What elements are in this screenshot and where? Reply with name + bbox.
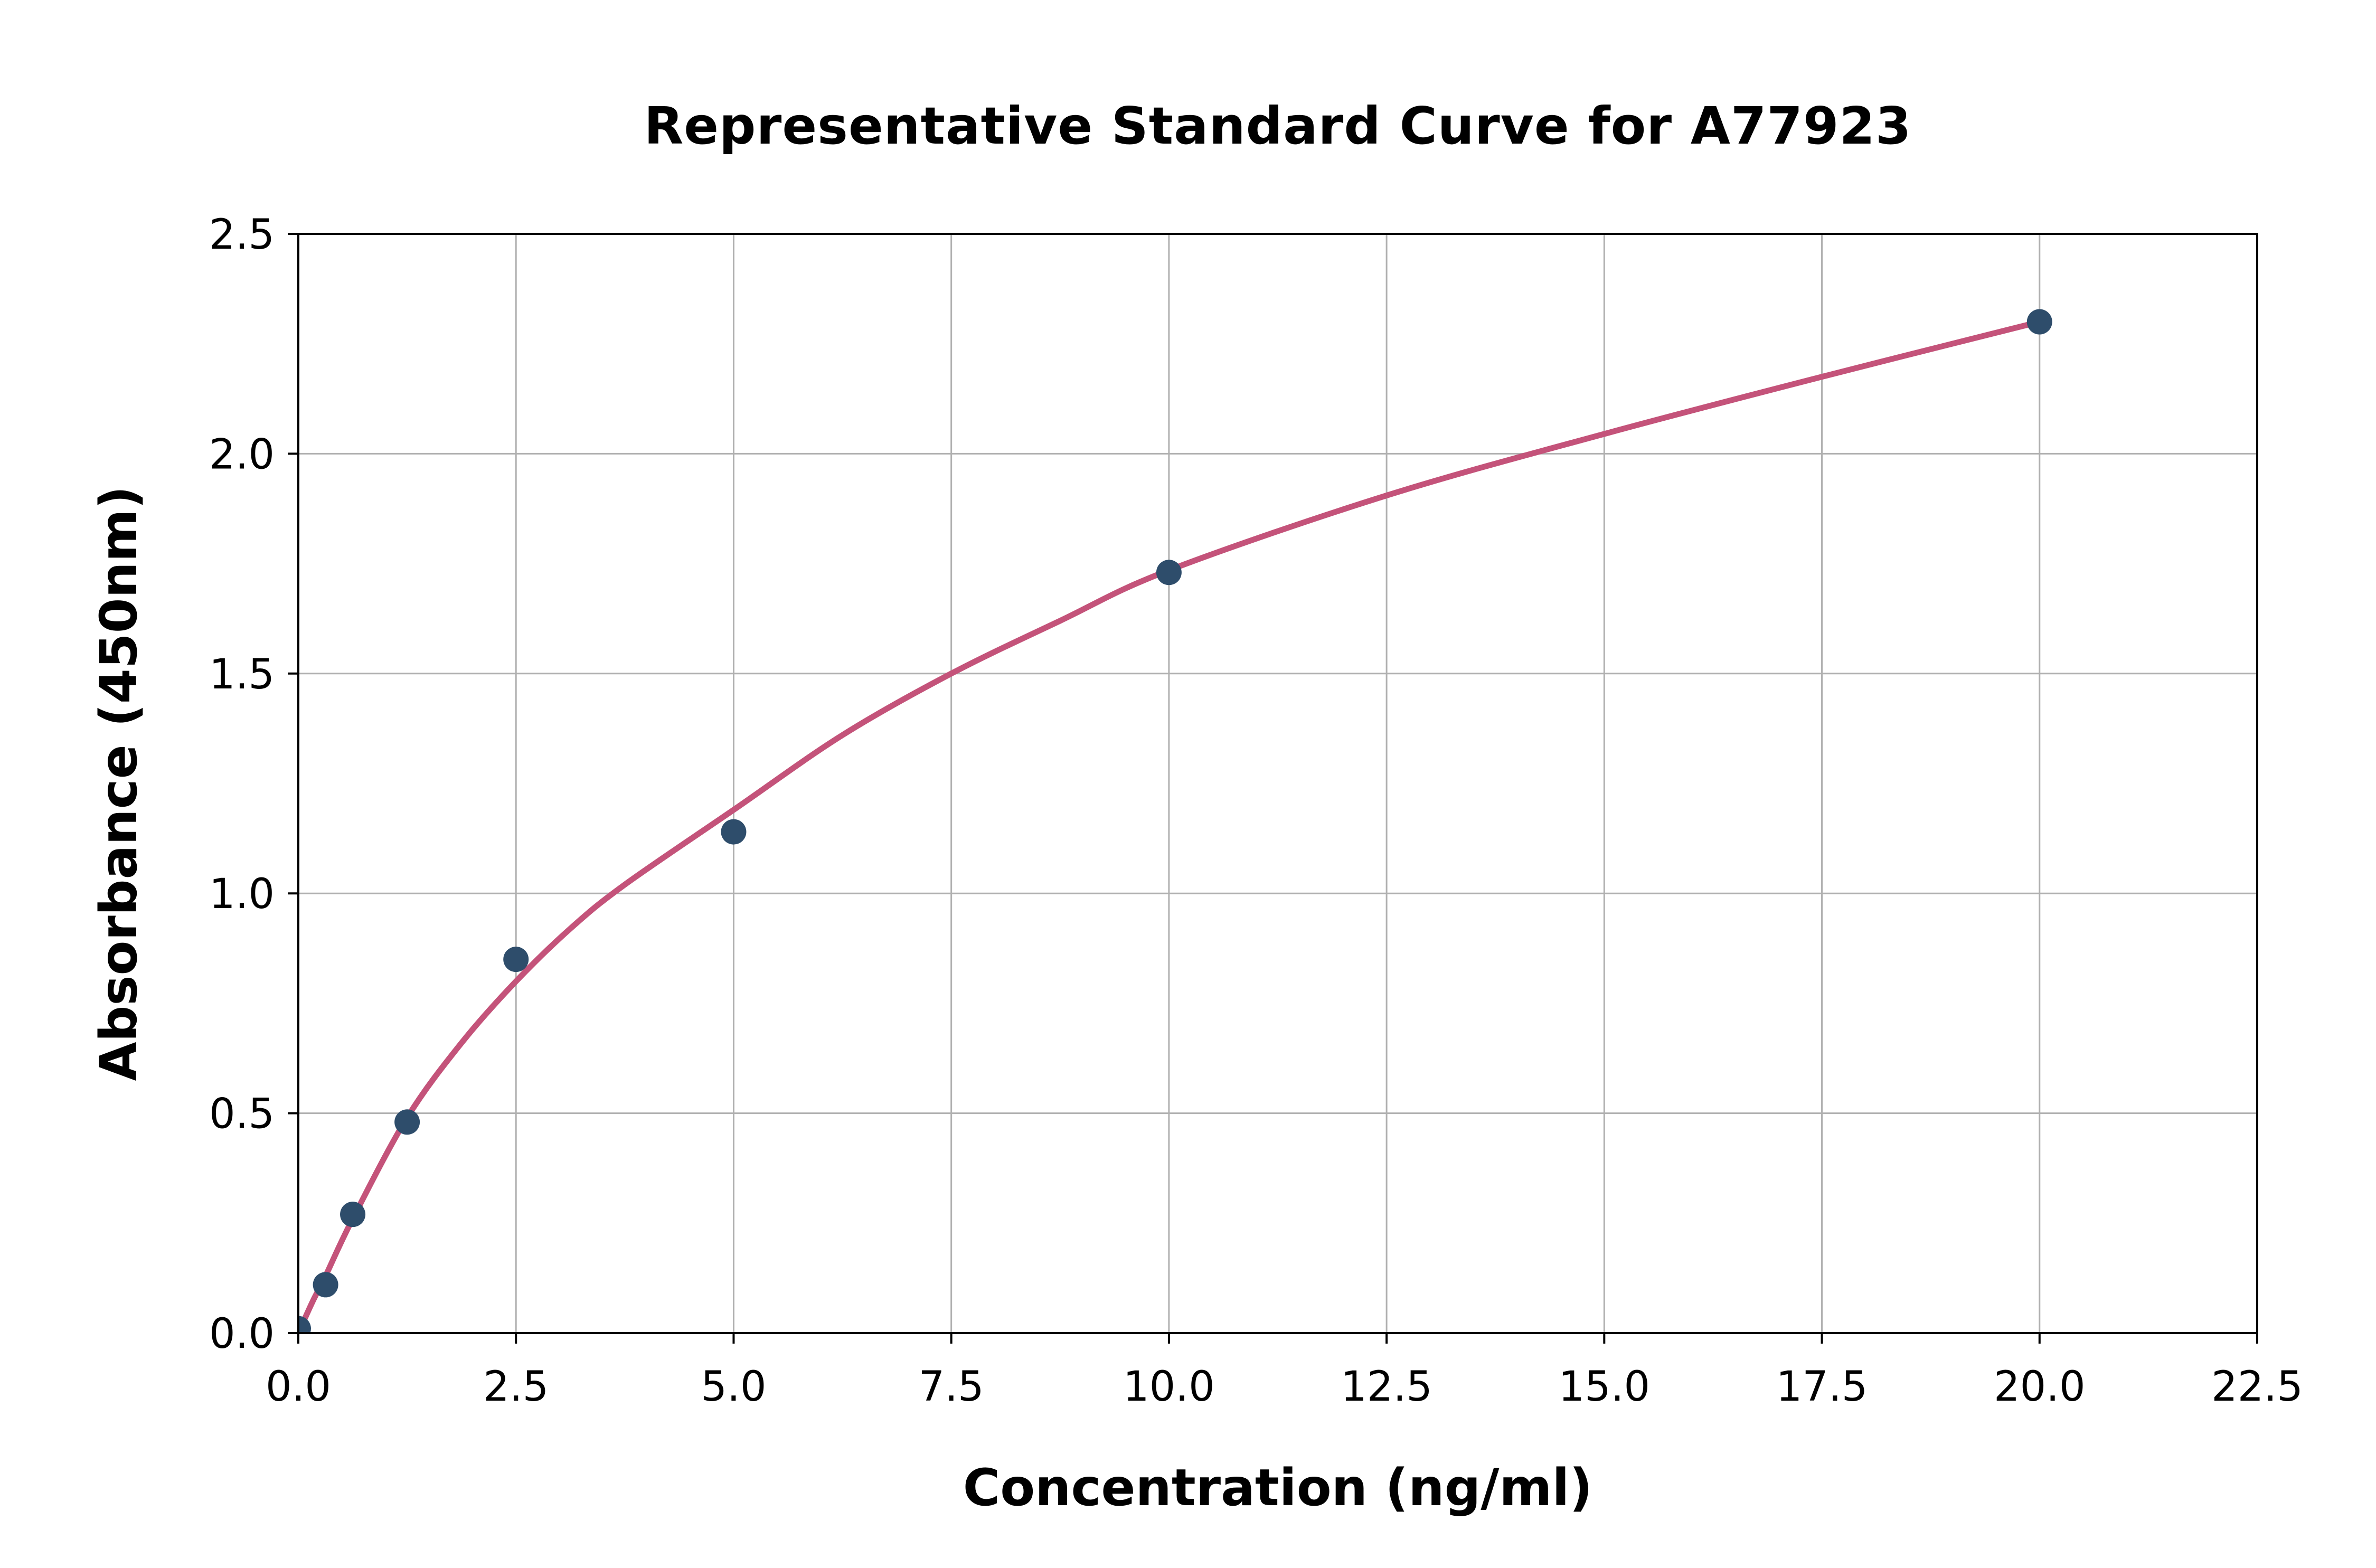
x-tick-label: 7.5 bbox=[919, 1363, 984, 1411]
x-tick-label: 2.5 bbox=[483, 1363, 549, 1411]
data-point bbox=[298, 1316, 311, 1333]
y-tick-label: 2.5 bbox=[209, 211, 275, 259]
x-tick-label: 15.0 bbox=[1558, 1363, 1650, 1411]
x-tick-label: 12.5 bbox=[1341, 1363, 1432, 1411]
x-tick-label: 17.5 bbox=[1776, 1363, 1868, 1411]
plot-frame bbox=[297, 233, 2258, 1334]
x-axis-title: Concentration (ng/ml) bbox=[963, 1458, 1593, 1517]
y-tick-label: 2.0 bbox=[209, 431, 275, 478]
x-tick-label: 20.0 bbox=[1994, 1363, 2086, 1411]
y-tick-label: 0.5 bbox=[209, 1091, 275, 1138]
data-point bbox=[721, 819, 747, 845]
x-tick-label: 22.5 bbox=[2211, 1363, 2303, 1411]
x-tick-label: 10.0 bbox=[1123, 1363, 1215, 1411]
y-axis-title: Absorbance (450nm) bbox=[89, 486, 148, 1081]
data-point bbox=[340, 1202, 366, 1227]
data-point bbox=[313, 1272, 338, 1298]
data-point bbox=[503, 947, 529, 972]
y-tick-label: 1.0 bbox=[209, 871, 275, 918]
data-point bbox=[2026, 309, 2052, 335]
y-tick-label: 1.5 bbox=[209, 651, 275, 698]
chart-title: Representative Standard Curve for A77923 bbox=[644, 96, 1912, 156]
x-tick-label: 5.0 bbox=[701, 1363, 766, 1411]
data-point bbox=[1156, 560, 1182, 585]
x-tick-label: 0.0 bbox=[266, 1363, 331, 1411]
data-point bbox=[394, 1109, 420, 1135]
y-tick-label: 0.0 bbox=[209, 1310, 275, 1358]
